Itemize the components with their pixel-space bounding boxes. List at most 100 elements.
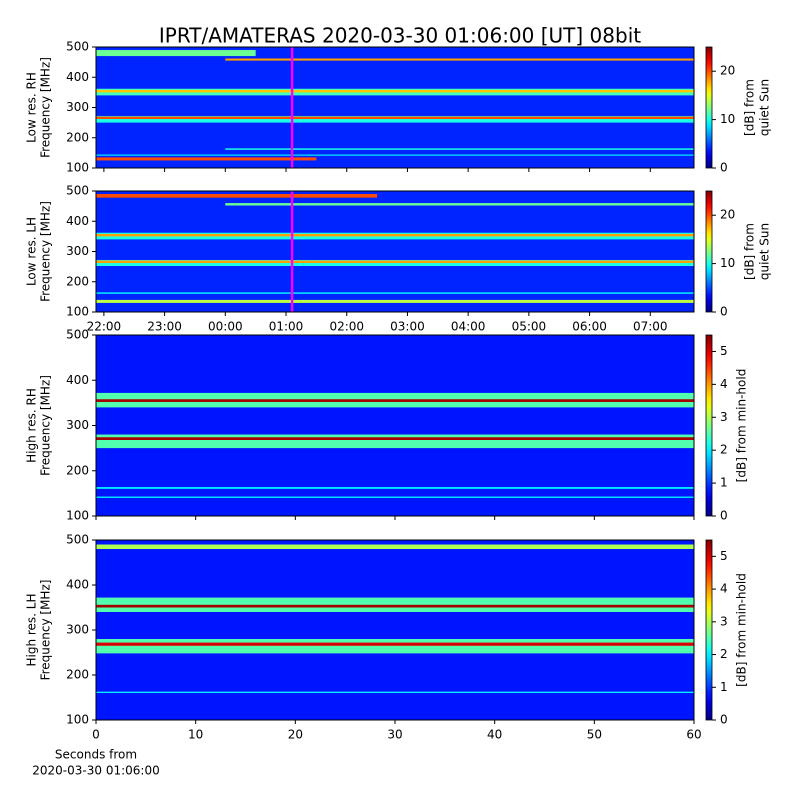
x-tick-label: 50 [587, 728, 602, 742]
emission-band [96, 639, 694, 654]
emission-band [96, 292, 694, 294]
y-tick-label: 300 [66, 623, 89, 637]
colorbar-label: quiet Sun [758, 223, 772, 280]
emission-band [96, 642, 694, 646]
colorbar-tick-label: 2 [720, 647, 728, 661]
y-tick-label: 500 [66, 328, 89, 342]
y-tick-label: 500 [66, 533, 89, 547]
y-axis-label: Frequency [MHz] [39, 57, 53, 158]
y-tick-label: 500 [66, 184, 89, 198]
colorbar-tick-label: 0 [720, 509, 728, 523]
y-axis-label: Frequency [MHz] [39, 375, 53, 476]
colorbar [705, 334, 713, 517]
y-axis-label: High res. LH [25, 593, 39, 666]
colorbar-tick-label: 3 [720, 410, 728, 424]
x-tick-label: 23:00 [147, 320, 182, 334]
x-tick-label: 06:00 [572, 320, 607, 334]
emission-band [225, 148, 694, 150]
y-tick-label: 100 [66, 509, 89, 523]
x-axis-label: Seconds from [55, 748, 137, 762]
x-tick-label: 60 [686, 728, 701, 742]
x-tick-label: 0 [92, 728, 100, 742]
colorbar-tick-label: 20 [720, 64, 735, 78]
colorbar-tick-label: 2 [720, 443, 728, 457]
y-tick-label: 300 [66, 418, 89, 432]
y-tick-label: 500 [66, 40, 89, 54]
colorbar-tick-label: 5 [720, 344, 728, 358]
emission-band [96, 434, 694, 449]
y-tick-label: 400 [66, 578, 89, 592]
x-tick-label: 05:00 [512, 320, 547, 334]
background-level [96, 540, 694, 720]
colorbar-label: [dB] from min-hold [735, 369, 749, 483]
colorbar-tick-label: 1 [720, 680, 728, 694]
y-tick-label: 100 [66, 305, 89, 319]
spectrogram [96, 335, 694, 516]
emission-band [96, 691, 694, 693]
colorbar [705, 46, 713, 169]
emission-band [96, 233, 694, 237]
emission-band [96, 157, 317, 161]
colorbar-label: [dB] from [743, 223, 757, 280]
spectrogram [96, 47, 694, 168]
background-level [96, 47, 694, 168]
emission-band [96, 437, 694, 440]
emission-band [96, 116, 694, 119]
emission-band [96, 604, 694, 608]
background-level [96, 335, 694, 516]
y-tick-label: 400 [66, 373, 89, 387]
y-axis-label: Frequency [MHz] [39, 580, 53, 681]
y-tick-label: 400 [66, 214, 89, 228]
colorbar-tick-label: 0 [720, 161, 728, 175]
y-tick-label: 100 [66, 713, 89, 727]
colorbar-tick-label: 3 [720, 614, 728, 628]
emission-band [96, 487, 694, 489]
x-tick-label: 04:00 [451, 320, 486, 334]
colorbar-label: [dB] from min-hold [735, 573, 749, 687]
x-tick-label: 40 [487, 728, 502, 742]
colorbar-label: quiet Sun [758, 79, 772, 136]
y-tick-label: 300 [66, 100, 89, 114]
emission-band [96, 399, 694, 402]
spectrogram [96, 191, 694, 312]
y-axis-label: High res. RH [25, 388, 39, 463]
colorbar-tick-label: 4 [720, 582, 728, 596]
background-level [96, 191, 694, 312]
y-tick-label: 200 [66, 668, 89, 682]
colorbar-tick-label: 5 [720, 549, 728, 563]
colorbar-tick-label: 20 [720, 208, 735, 222]
y-axis-label: Frequency [MHz] [39, 201, 53, 302]
y-tick-label: 400 [66, 70, 89, 84]
x-tick-label: 02:00 [329, 320, 364, 334]
emission-band [225, 203, 694, 206]
colorbar-tick-label: 10 [720, 256, 735, 270]
colorbar-tick-label: 0 [720, 305, 728, 319]
emission-band [96, 496, 694, 498]
y-tick-label: 300 [66, 244, 89, 258]
x-tick-label: 10 [188, 728, 203, 742]
x-tick-label: 07:00 [633, 320, 668, 334]
emission-band [96, 50, 256, 57]
y-tick-label: 200 [66, 130, 89, 144]
y-tick-label: 100 [66, 161, 89, 175]
colorbar-tick-label: 4 [720, 377, 728, 391]
emission-band [96, 154, 694, 156]
colorbar [705, 190, 713, 313]
y-tick-label: 200 [66, 274, 89, 288]
emission-band [96, 194, 378, 198]
x-tick-label: 30 [387, 728, 402, 742]
emission-band [96, 260, 694, 263]
x-tick-label: 00:00 [208, 320, 243, 334]
spectrogram [96, 540, 694, 720]
y-tick-label: 200 [66, 463, 89, 477]
x-tick-label: 22:00 [87, 320, 122, 334]
x-axis-label: 2020-03-30 01:06:00 [32, 764, 159, 778]
emission-band [96, 544, 694, 549]
y-axis-label: Low res. LH [25, 217, 39, 286]
x-tick-label: 20 [288, 728, 303, 742]
x-tick-label: 03:00 [390, 320, 425, 334]
figure-title: IPRT/AMATERAS 2020-03-30 01:06:00 [UT] 0… [159, 24, 641, 48]
emission-band [96, 115, 694, 123]
colorbar-label: [dB] from [743, 79, 757, 136]
emission-band [225, 58, 694, 61]
